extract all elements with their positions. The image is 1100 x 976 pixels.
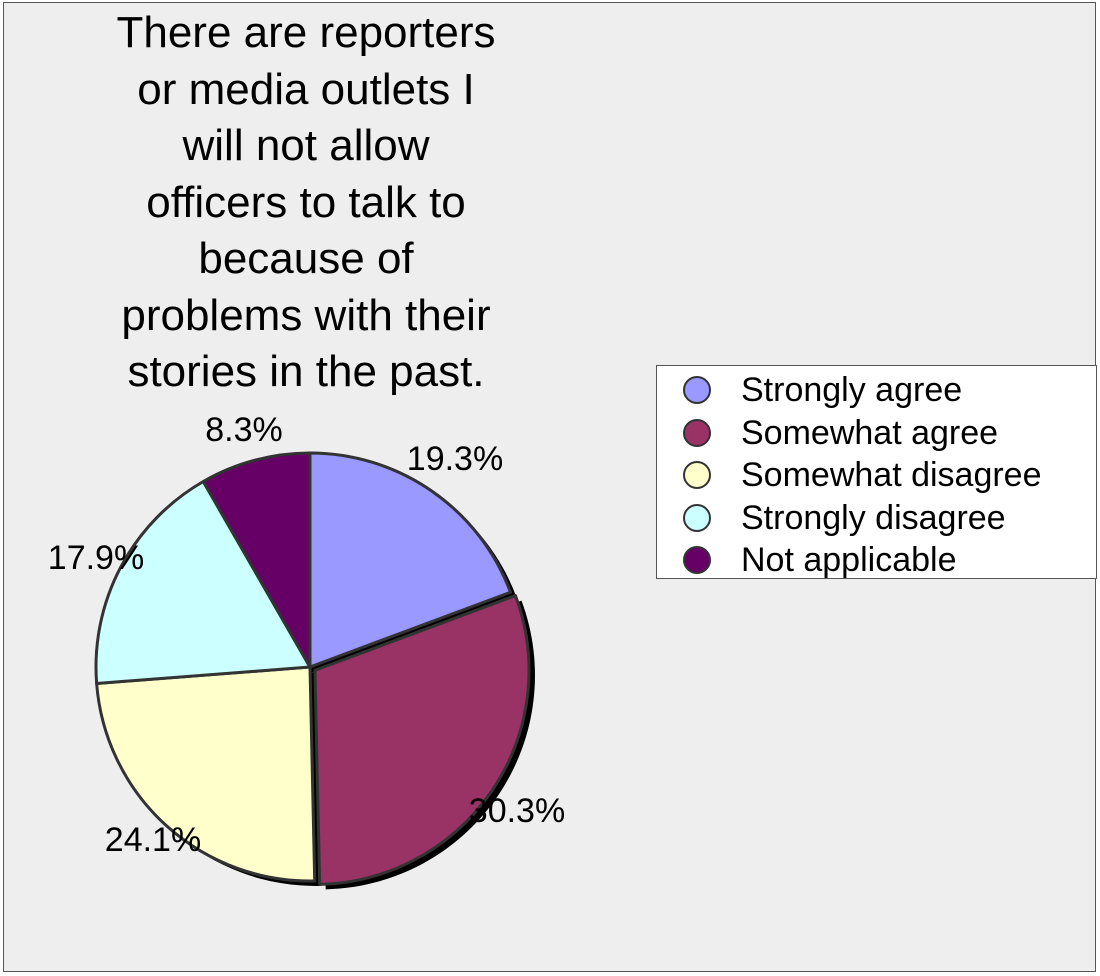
legend-item: Strongly agree [683,369,962,411]
legend-item: Somewhat agree [683,412,998,454]
pie-slice-not-applicable[interactable] [201,451,312,669]
legend-item: Strongly disagree [683,497,1006,539]
pie-slice-somewhat-agree[interactable] [313,594,531,886]
legend-swatch [683,376,711,404]
chart-title-line: problems with their [121,290,491,340]
chart-title-line: will not allow [182,121,430,170]
legend-item: Somewhat disagree [683,454,1042,496]
chart-title-line: officers to talk to [146,177,466,227]
legend-swatch [683,504,711,532]
legend-label: Somewhat agree [741,413,999,452]
pie-slice-strongly-agree[interactable] [308,451,513,669]
pie-slice-strongly-disagree[interactable] [94,480,312,685]
legend-label: Not applicable [741,540,957,579]
slice-value-label: 19.3% [407,440,503,478]
pie-slices [94,451,531,886]
chart-title-line: There are reporters [116,8,496,57]
chart-title-line: because of [198,234,414,283]
legend: Strongly agree Somewhat agree Somewhat dis… [656,365,1097,579]
slice-value-label: 30.3% [469,792,565,830]
slice-value-label: 24.1% [105,821,201,859]
legend-swatch [683,461,711,489]
legend-item: Not applicable [683,539,956,581]
legend-label: Strongly disagree [741,498,1006,537]
legend-swatch [683,419,711,447]
chart-title-line: stories in the past. [127,347,485,396]
pie-slice-somewhat-disagree[interactable] [95,665,317,883]
slice-value-label: 8.3% [205,411,283,449]
chart-title: There are reporters or media outlets I wil… [90,5,522,401]
chart-title-line: or media outlets I [137,64,475,114]
slice-value-label: 17.9% [48,539,144,577]
legend-label: Strongly agree [741,370,963,409]
legend-label: Somewhat disagree [741,455,1042,494]
pie-labels: 19.3% 30.3% 24.1% 17.9% 8.3% [48,411,565,859]
legend-swatch [683,546,711,574]
